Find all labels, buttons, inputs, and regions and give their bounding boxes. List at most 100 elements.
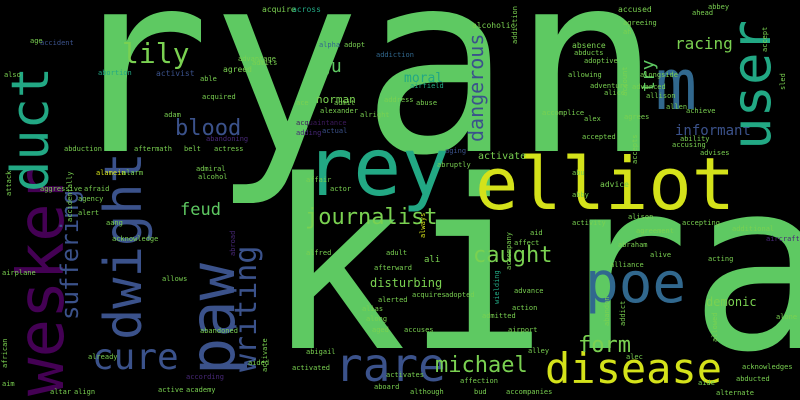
word-bud: bud	[474, 388, 487, 396]
word-african: african	[1, 338, 9, 368]
word-dangerous: dangerous	[464, 33, 488, 142]
word-acknowledges: acknowledges	[742, 363, 793, 371]
word-allowing: allowing	[568, 71, 602, 79]
word-activate-vertical: activate	[261, 338, 269, 372]
word-aang: aang	[106, 219, 123, 227]
word-also: also	[4, 71, 21, 79]
word-allison: allison	[646, 92, 676, 100]
word-alongside: alongside	[640, 71, 678, 79]
word-acknowledge: acknowledge	[112, 235, 159, 243]
word-actual: actual	[322, 127, 348, 135]
word-demonic: demonic	[706, 295, 757, 309]
word-activity: activity	[572, 219, 606, 227]
word-abandoning: abandoning	[206, 135, 249, 143]
word-activate: activate	[478, 151, 527, 162]
word-accused: accused	[618, 5, 652, 14]
word-according: according	[186, 373, 224, 381]
word-aim: aim	[2, 380, 15, 388]
word-altar: altar	[50, 388, 72, 396]
word-informant: informant	[675, 123, 751, 139]
word-additional: additional	[732, 225, 775, 233]
word-abandon: abandon	[603, 296, 611, 326]
word-adopt: adopt	[344, 41, 366, 49]
word-acquire: acquire	[262, 5, 296, 14]
word-allen: allen	[666, 103, 688, 111]
word-allows: allows	[162, 275, 188, 283]
word-afterward: afterward	[374, 264, 412, 272]
word-rare: rare	[335, 338, 446, 392]
word-poe: poe	[585, 251, 687, 316]
word-accepts: accepts	[631, 134, 639, 164]
word-admit: admit	[334, 99, 356, 107]
word-aging: aging	[445, 147, 467, 155]
word-achieve: achieve	[686, 107, 716, 115]
word-address: address	[384, 96, 414, 104]
word-abby: abby	[572, 191, 589, 199]
word-affection: affection	[460, 377, 498, 385]
word-account: account	[621, 66, 629, 96]
word-alpha: alpha	[319, 41, 341, 49]
word-addicting: addiction	[511, 6, 519, 44]
word-acting: acting	[708, 255, 734, 263]
word-ace: ace	[296, 99, 309, 107]
word-alright: alright	[360, 111, 390, 119]
word-accusing: accusing	[672, 141, 706, 149]
word-agrees: agrees	[624, 113, 650, 121]
word-abducts: abducts	[574, 49, 604, 57]
word-allowed: allowed	[711, 312, 719, 342]
word-admiral: admiral	[196, 165, 226, 173]
word-abortion: abortion	[98, 69, 132, 77]
word-elliot: elliot	[475, 142, 736, 226]
word-alias: alias	[362, 305, 384, 313]
word-aggressive: aggressive	[40, 185, 83, 193]
word-ah: ah	[623, 28, 632, 36]
word-airfield: airfield	[410, 82, 444, 90]
word-cure: cure	[92, 337, 179, 378]
word-academy: academy	[186, 386, 216, 394]
word-agreement: agreement	[636, 227, 674, 235]
word-accepted: accepted	[582, 133, 616, 141]
word-align: align	[74, 388, 96, 396]
word-advantage: advantage	[238, 55, 276, 63]
word-abduction: abduction	[64, 145, 102, 153]
word-feud: feud	[180, 200, 221, 220]
word-activist: activist	[156, 69, 195, 78]
word-adult: adult	[386, 249, 408, 257]
word-always: always	[419, 212, 427, 238]
word-aged: aged	[372, 326, 389, 334]
word-ali: ali	[424, 255, 441, 265]
word-adoptive: adoptive	[584, 57, 618, 65]
word-alfred: alfred	[306, 249, 332, 257]
word-already: already	[88, 353, 118, 361]
word-aide: aide	[698, 379, 715, 387]
word-alert: alert	[78, 209, 100, 217]
word-airplane: airplane	[2, 269, 36, 277]
word-alamein: alamein	[96, 169, 126, 177]
word-accept: accept	[761, 26, 769, 52]
word-although: although	[410, 388, 444, 396]
word-abducted: abducted	[736, 375, 770, 383]
word-adam: adam	[164, 111, 181, 119]
word-writing: writing	[229, 245, 264, 372]
word-wielding: wielding	[493, 270, 501, 304]
word-racing: racing	[675, 34, 733, 53]
word-abandoned: abandoned	[200, 327, 238, 335]
word-norman: norman	[316, 93, 356, 106]
word-alone: alone	[776, 313, 798, 321]
word-abigail: abigail	[306, 348, 336, 356]
word-kira: kira	[265, 131, 800, 400]
word-across: across	[292, 5, 321, 14]
word-adopted: adopted	[445, 291, 475, 299]
word-affair: affair	[306, 176, 332, 184]
word-alexander: alexander	[320, 107, 358, 115]
word-abbey: abbey	[708, 3, 730, 11]
word-aid: aid	[530, 229, 543, 237]
word-moral: moral	[404, 71, 444, 86]
word-michael: michael	[435, 353, 528, 378]
word-belt: belt	[184, 145, 201, 153]
word-actress: actress	[214, 145, 244, 153]
word-alec: alec	[626, 353, 643, 361]
word-form: form	[578, 333, 631, 358]
word-alternate: alternate	[716, 389, 754, 397]
word-gu: gu	[320, 56, 342, 77]
